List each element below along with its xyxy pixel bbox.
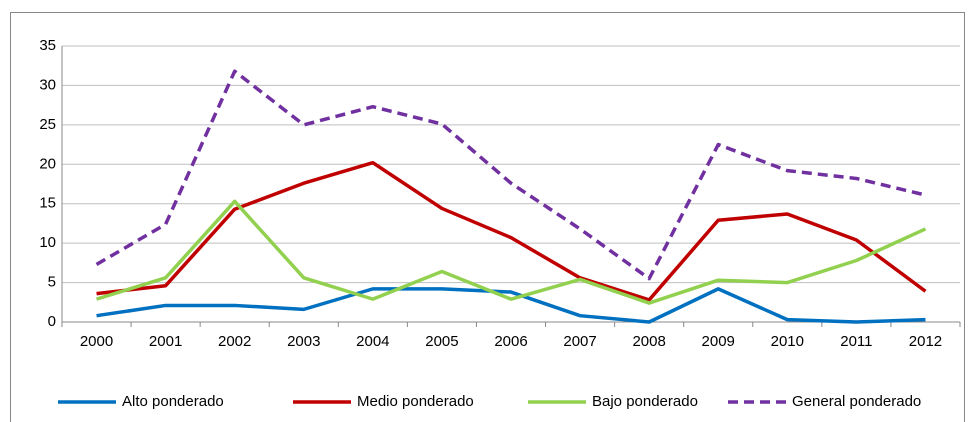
- x-tick-label: 2002: [218, 333, 251, 350]
- legend-label: Medio ponderado: [357, 393, 474, 410]
- y-tick-label: 35: [39, 37, 56, 54]
- legend-label: Bajo ponderado: [592, 393, 698, 410]
- y-tick-label: 25: [39, 116, 56, 133]
- x-tick-label: 2005: [425, 333, 458, 350]
- y-tick-label: 5: [48, 274, 56, 291]
- x-tick-label: 2008: [632, 333, 665, 350]
- y-tick-label: 10: [39, 234, 56, 251]
- y-tick-label: 20: [39, 155, 56, 172]
- series-line: [96, 199, 927, 305]
- x-tick-label: 2007: [563, 333, 596, 350]
- x-tick-label: 2001: [149, 333, 182, 350]
- x-tick-label: 2000: [80, 333, 113, 350]
- x-tick-label: 2006: [494, 333, 527, 350]
- y-tick-label: 15: [39, 195, 56, 212]
- series-line: [96, 160, 927, 302]
- x-tick-label: 2004: [356, 333, 389, 350]
- x-tick-label: 2011: [840, 333, 872, 350]
- series-line: [95, 69, 926, 281]
- x-tick-label: 2009: [702, 333, 735, 350]
- y-tick-label: 30: [39, 76, 56, 93]
- chart-frame: [10, 12, 965, 422]
- x-tick-label: 2010: [771, 333, 804, 350]
- y-tick-label: 0: [48, 313, 56, 330]
- x-tick-label: 2003: [287, 333, 320, 350]
- x-tick-label: 2012: [909, 333, 942, 350]
- legend-label: Alto ponderado: [122, 393, 224, 410]
- legend-label: General ponderado: [792, 393, 921, 410]
- series-line: [96, 287, 926, 324]
